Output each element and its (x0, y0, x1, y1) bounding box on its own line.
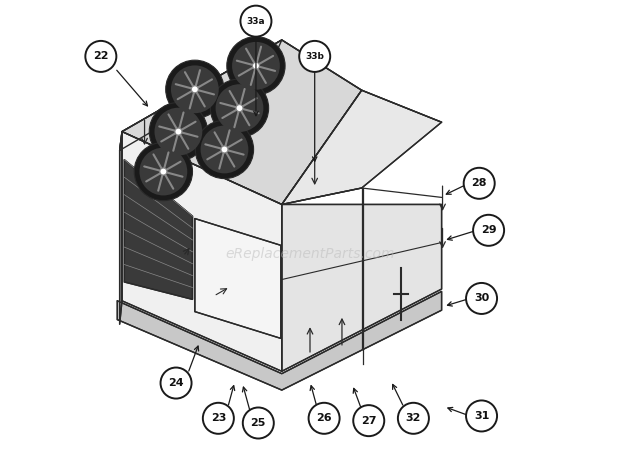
Circle shape (466, 283, 497, 314)
Text: eReplacementParts.com: eReplacementParts.com (225, 247, 395, 261)
Circle shape (195, 120, 254, 179)
Circle shape (216, 84, 264, 132)
Polygon shape (122, 40, 361, 204)
Text: 28: 28 (471, 178, 487, 188)
Polygon shape (122, 132, 282, 371)
Circle shape (192, 86, 198, 93)
Circle shape (210, 79, 268, 137)
Circle shape (160, 168, 167, 175)
Circle shape (171, 65, 219, 113)
Text: 24: 24 (168, 378, 184, 388)
Text: 22: 22 (93, 51, 108, 62)
Text: 25: 25 (250, 418, 266, 428)
Circle shape (140, 148, 187, 196)
Circle shape (149, 102, 208, 161)
Circle shape (398, 403, 429, 434)
Text: 30: 30 (474, 293, 489, 304)
Circle shape (473, 215, 504, 246)
Text: 26: 26 (316, 413, 332, 423)
Text: 33b: 33b (305, 52, 324, 61)
Circle shape (200, 125, 249, 173)
Text: 33a: 33a (247, 16, 265, 26)
Circle shape (299, 41, 330, 72)
Circle shape (243, 407, 274, 439)
Text: 32: 32 (405, 413, 421, 423)
Text: 23: 23 (211, 413, 226, 423)
Circle shape (203, 403, 234, 434)
Circle shape (134, 142, 192, 201)
Circle shape (86, 41, 117, 72)
Circle shape (175, 128, 182, 135)
Circle shape (353, 405, 384, 436)
Text: 29: 29 (480, 225, 497, 235)
Circle shape (227, 37, 285, 95)
Circle shape (466, 400, 497, 431)
Polygon shape (195, 219, 281, 338)
Text: 27: 27 (361, 415, 376, 426)
Polygon shape (120, 40, 282, 150)
Circle shape (252, 63, 259, 69)
Polygon shape (125, 160, 192, 299)
Polygon shape (282, 204, 441, 371)
Circle shape (236, 105, 243, 111)
Circle shape (166, 60, 224, 118)
Polygon shape (120, 132, 122, 324)
Circle shape (464, 168, 495, 199)
Circle shape (241, 6, 272, 37)
Text: 31: 31 (474, 411, 489, 421)
Circle shape (154, 108, 202, 156)
Circle shape (221, 146, 228, 153)
Polygon shape (282, 90, 441, 204)
Circle shape (309, 403, 340, 434)
Circle shape (161, 368, 192, 399)
Circle shape (232, 42, 280, 90)
Polygon shape (117, 291, 441, 390)
